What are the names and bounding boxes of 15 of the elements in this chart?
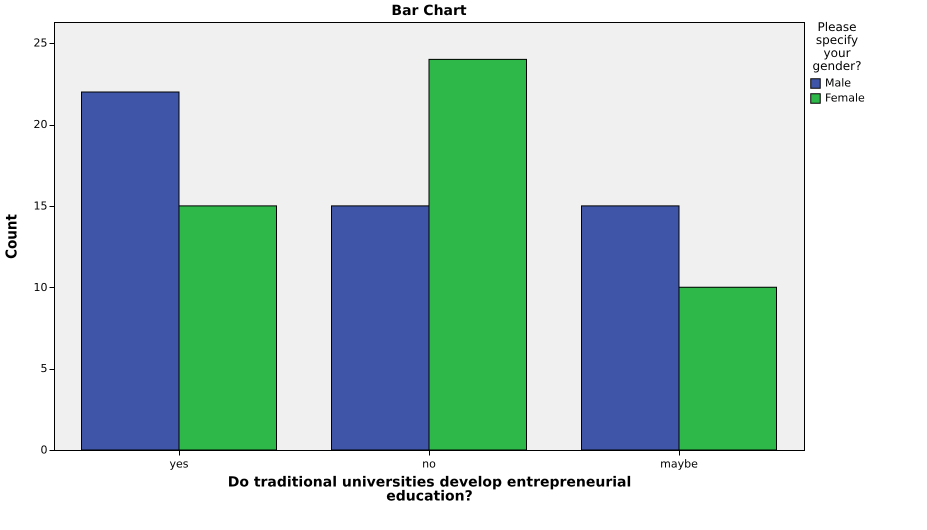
- legend-title: Please specify your gender?: [812, 20, 862, 73]
- y-tick-label: 20: [34, 118, 48, 132]
- y-axis-title: Count: [2, 214, 21, 259]
- legend-label: Female: [825, 92, 866, 104]
- legend-label: Male: [825, 76, 852, 90]
- x-tick-label: maybe: [660, 458, 698, 470]
- x-tick-label: no: [422, 458, 436, 470]
- y-tick-label: 10: [34, 280, 48, 294]
- chart-title: Bar Chart: [391, 3, 467, 19]
- x-axis-title: Do traditional universities develop entrepreneurial education?: [228, 474, 632, 504]
- x-tick-label: yes: [169, 458, 189, 470]
- y-tick-label: 0: [40, 444, 48, 456]
- y-tick-label: 5: [40, 362, 48, 376]
- y-tick-label: 25: [34, 36, 48, 50]
- y-tick-label: 15: [34, 199, 48, 212]
